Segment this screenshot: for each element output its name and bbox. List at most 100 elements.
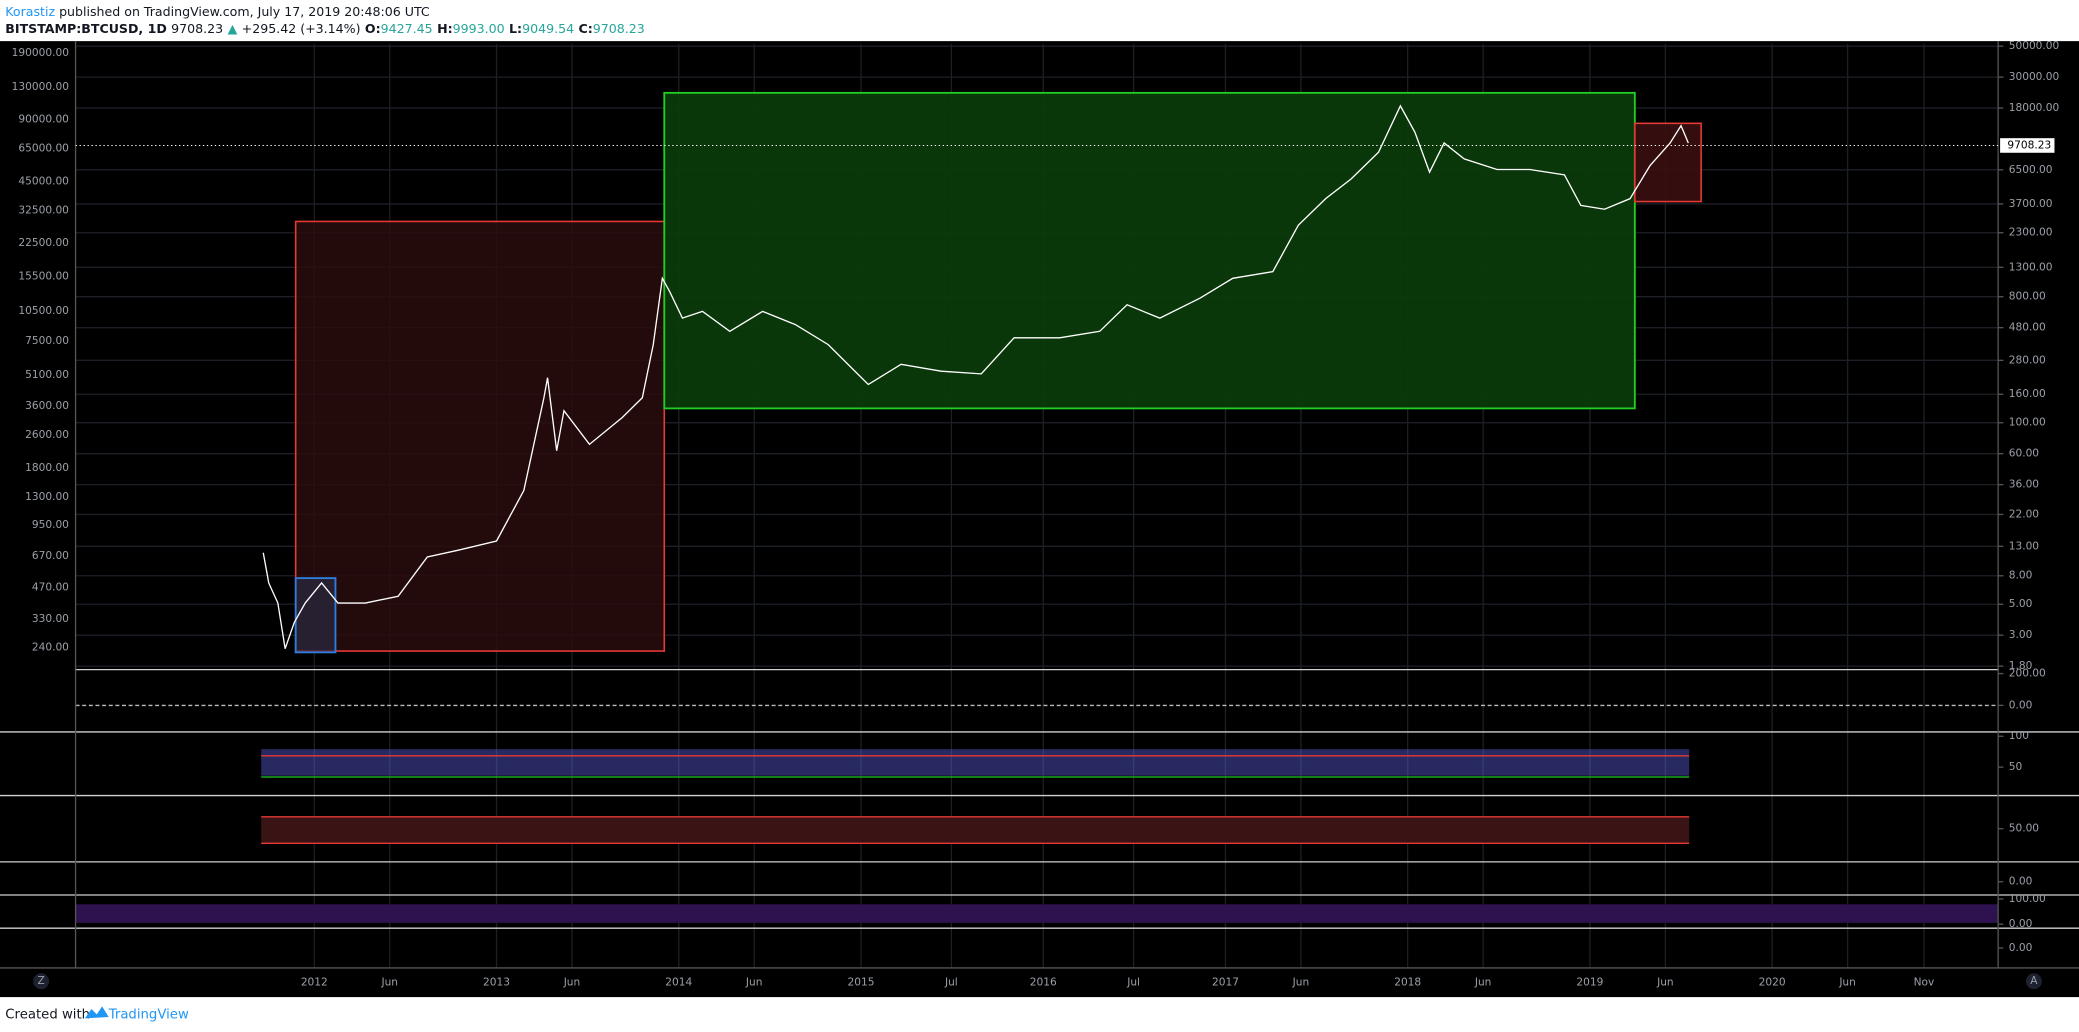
- x-tick-label: 2017: [1212, 977, 1239, 989]
- indicator-band: [75, 904, 1999, 923]
- high-label: H:: [437, 21, 453, 36]
- x-tick-label: Jun: [1474, 977, 1492, 989]
- y-tick-label: 3.00: [2009, 629, 2033, 641]
- arrow: ▲: [228, 21, 238, 36]
- y2-tick-label: 130000.00: [12, 81, 70, 93]
- x-tick-label: Jun: [745, 977, 763, 989]
- price-line: [262, 104, 1689, 649]
- y2-tick-label: 32500.00: [18, 204, 69, 216]
- pane-tick-label: 50.00: [2009, 823, 2040, 835]
- y-tick-label: 36.00: [2009, 479, 2040, 491]
- low-label: L:: [509, 21, 522, 36]
- x-tick-label: Jun: [1292, 977, 1310, 989]
- y-tick-label: 1.80: [2009, 660, 2033, 672]
- pane-tick-label: 0.00: [2009, 876, 2033, 888]
- rectangle-drawing[interactable]: [294, 220, 666, 652]
- y2-tick-label: 65000.00: [18, 143, 69, 155]
- x-tick-label: Jul: [1126, 977, 1140, 989]
- y2-tick-label: 22500.00: [18, 237, 69, 249]
- y2-tick-label: 470.00: [32, 582, 69, 594]
- quote-line: BITSTAMP:BTCUSD, 1D 9708.23 ▲ +295.42 (+…: [5, 21, 644, 36]
- x-tick-label: Jun: [380, 977, 398, 989]
- x-tick-label: 2020: [1759, 977, 1786, 989]
- y2-tick-label: 10500.00: [18, 305, 69, 317]
- last-price-label: 9708.23: [2007, 139, 2051, 151]
- x-tick-label: Jul: [944, 977, 958, 989]
- indicator-band: [261, 816, 1690, 844]
- rectangle-drawing[interactable]: [663, 91, 1636, 410]
- y-tick-label: 60.00: [2009, 448, 2040, 460]
- pane-tick-label: 50: [2009, 761, 2023, 773]
- pane-tick-label: 200.00: [2009, 668, 2046, 680]
- tradingview-logo: [84, 1006, 109, 1019]
- x-tick-label: 2019: [1576, 977, 1603, 989]
- corner-button[interactable]: [33, 973, 50, 990]
- y-tick-label: 100.00: [2009, 417, 2046, 429]
- y2-tick-label: 330.00: [32, 613, 69, 625]
- corner-label: A: [2030, 975, 2038, 987]
- y-tick-label: 8.00: [2009, 570, 2033, 582]
- y2-tick-label: 2600.00: [25, 429, 69, 441]
- low: 9049.54: [522, 21, 574, 36]
- symbol: BITSTAMP:BTCUSD, 1D: [5, 21, 166, 36]
- y-tick-label: 280.00: [2009, 354, 2046, 366]
- author[interactable]: Korastiz: [5, 3, 55, 18]
- y2-tick-label: 90000.00: [18, 114, 69, 126]
- y2-tick-label: 240.00: [32, 641, 69, 653]
- pane-tick-label: 100: [2009, 730, 2029, 742]
- y-tick-label: 3700.00: [2009, 198, 2053, 210]
- pane-tick-label: 0.00: [2009, 942, 2033, 954]
- x-tick-label: Jun: [1838, 977, 1856, 989]
- x-tick-label: 2016: [1030, 977, 1057, 989]
- y2-tick-label: 45000.00: [18, 175, 69, 187]
- x-tick-label: 2015: [848, 977, 875, 989]
- y2-tick-label: 7500.00: [25, 335, 69, 347]
- x-tick-label: 2018: [1394, 977, 1421, 989]
- y-tick-label: 160.00: [2009, 388, 2046, 400]
- y2-tick-label: 950.00: [32, 519, 69, 531]
- x-tick-label: Jun: [1656, 977, 1674, 989]
- corner-label: Z: [37, 975, 44, 987]
- corner-button[interactable]: [2025, 973, 2042, 990]
- change: +295.42 (+3.14%): [242, 21, 361, 36]
- published: published on TradingView.com, July 17, 2…: [59, 3, 430, 18]
- y-tick-label: 480.00: [2009, 322, 2046, 334]
- pane-tick-label: 0.00: [2009, 699, 2033, 711]
- y2-tick-label: 3600.00: [25, 400, 69, 412]
- y2-tick-label: 670.00: [32, 550, 69, 562]
- x-tick-label: 2014: [665, 977, 692, 989]
- footer-created: Created with: [5, 1007, 90, 1022]
- x-tick-label: 2013: [483, 977, 510, 989]
- close: 9708.23: [593, 21, 645, 36]
- x-tick-label: 2012: [301, 977, 328, 989]
- high: 9993.00: [453, 21, 505, 36]
- pane-tick-label: 100.00: [2009, 893, 2046, 905]
- footer-brand[interactable]: TradingView: [108, 1007, 189, 1022]
- y-tick-label: 1300.00: [2009, 261, 2053, 273]
- y-tick-label: 5.00: [2009, 598, 2033, 610]
- indicator-band: [261, 749, 1690, 776]
- y2-tick-label: 1300.00: [25, 491, 69, 503]
- pane-tick-label: 0.00: [2009, 918, 2033, 930]
- open: 9427.45: [381, 21, 433, 36]
- close-label: C:: [578, 21, 592, 36]
- rectangle-drawing[interactable]: [294, 577, 337, 654]
- y2-tick-label: 1800.00: [25, 462, 69, 474]
- y2-tick-label: 5100.00: [25, 369, 69, 381]
- x-tick-label: Jun: [563, 977, 581, 989]
- last-price-box: [1998, 136, 2056, 155]
- header-line: Korastiz published on TradingView.com, J…: [5, 3, 430, 18]
- open-label: O:: [365, 21, 381, 36]
- y-tick-label: 50000.00: [2009, 40, 2060, 52]
- x-tick-label: Nov: [1914, 977, 1935, 989]
- y-tick-label: 30000.00: [2009, 71, 2060, 83]
- y-tick-label: 6500.00: [2009, 164, 2053, 176]
- plot: 2012 Jun 2013 Jun 2014 Jun 2015 Jul 2016 Jul 2017 J…: [12, 40, 2060, 988]
- rectangle-drawing[interactable]: [1634, 122, 1702, 203]
- y-tick-label: 2300.00: [2009, 227, 2053, 239]
- y-tick-label: 22.00: [2009, 508, 2040, 520]
- last: 9708.23: [171, 21, 223, 36]
- y-tick-label: 13.00: [2009, 540, 2040, 552]
- y-tick-label: 18000.00: [2009, 102, 2060, 114]
